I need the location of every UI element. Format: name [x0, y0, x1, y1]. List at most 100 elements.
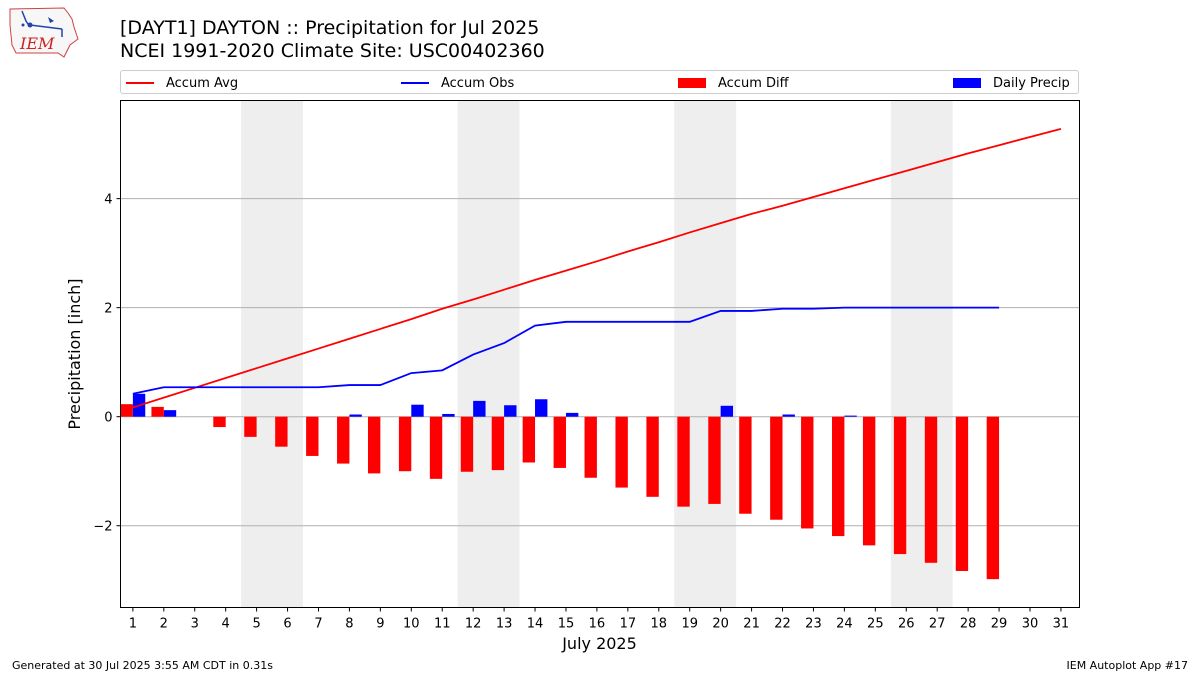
legend-item-daily-precip: Daily Precip	[953, 74, 1070, 92]
bar-daily-precip	[504, 405, 517, 417]
bar-accum-diff	[893, 416, 907, 555]
x-tick-label: 6	[283, 617, 291, 632]
bar-accum-diff	[151, 406, 164, 417]
x-tick-label: 30	[1022, 617, 1039, 632]
legend-swatch-accum-avg	[126, 82, 154, 84]
chart-subtitle: NCEI 1991-2020 Climate Site: USC00402360	[120, 40, 545, 62]
bar-accum-diff	[306, 416, 319, 456]
bar-accum-diff	[429, 416, 443, 479]
bar-daily-precip	[782, 414, 795, 417]
x-tick-label: 24	[836, 617, 853, 632]
x-tick-label: 15	[558, 617, 575, 632]
footer-generated: Generated at 30 Jul 2025 3:55 AM CDT in …	[12, 659, 273, 672]
legend-label-accum-avg: Accum Avg	[166, 75, 239, 91]
x-tick-label: 7	[314, 617, 322, 632]
bar-accum-diff	[801, 416, 814, 529]
x-tick-label: 11	[434, 617, 451, 632]
legend-swatch-accum-obs	[401, 82, 429, 84]
bar-daily-precip	[473, 400, 486, 417]
y-tick-label: 2	[104, 302, 112, 317]
x-tick-label: 19	[681, 617, 698, 632]
x-tick-label: 28	[960, 617, 977, 632]
x-tick-label: 14	[527, 617, 544, 632]
bar-accum-diff	[553, 416, 566, 468]
legend-item-accum-diff: Accum Diff	[678, 74, 789, 92]
bar-daily-precip	[535, 399, 548, 417]
bar-accum-diff	[244, 416, 257, 437]
x-tick-label: 1	[129, 617, 137, 632]
bar-daily-precip	[411, 404, 424, 417]
bar-accum-diff	[491, 416, 505, 471]
x-tick-label: 25	[867, 617, 884, 632]
bar-accum-diff	[398, 416, 412, 472]
bar-accum-diff	[275, 416, 288, 447]
bar-daily-precip	[349, 414, 362, 417]
bar-accum-diff	[770, 416, 783, 520]
x-tick-label: 23	[805, 617, 822, 632]
lines	[132, 127, 1062, 409]
bar-daily-precip	[565, 412, 579, 417]
bar-accum-diff	[615, 416, 628, 488]
bar-accum-diff	[522, 416, 536, 463]
x-tick-label: 9	[376, 617, 384, 632]
bars	[120, 393, 1000, 580]
y-tick-label: −2	[93, 520, 112, 535]
bar-accum-diff	[832, 416, 845, 537]
legend-item-accum-avg: Accum Avg	[126, 74, 238, 92]
x-tick-label: 27	[929, 617, 946, 632]
bar-accum-diff	[677, 416, 690, 507]
iem-logo: IEM	[9, 7, 79, 58]
x-tick-label: 5	[252, 617, 260, 632]
x-tick-label: 22	[774, 617, 791, 632]
bar-daily-precip	[720, 405, 734, 417]
bar-accum-diff	[337, 416, 350, 464]
y-axis-label: Precipitation [inch]	[65, 278, 84, 429]
y-tick-label: 4	[104, 193, 112, 208]
chart-title: [DAYT1] DAYTON :: Precipitation for Jul …	[120, 17, 540, 39]
bar-accum-diff	[120, 404, 133, 417]
legend: Accum Avg Accum Obs Accum Diff Daily Pre…	[120, 70, 1079, 94]
bar-daily-precip	[844, 415, 857, 417]
x-tick-label: 3	[191, 617, 199, 632]
x-tick-label: 10	[403, 617, 420, 632]
line-accum-avg	[132, 127, 1062, 409]
bar-accum-diff	[955, 416, 969, 571]
x-tick-label: 20	[712, 617, 729, 632]
weekend-band-3	[674, 100, 737, 608]
legend-label-accum-diff: Accum Diff	[718, 75, 789, 91]
bar-accum-diff	[584, 416, 597, 478]
x-tick-label: 26	[898, 617, 915, 632]
x-tick-label: 8	[345, 617, 353, 632]
x-tick-label: 18	[651, 617, 668, 632]
bar-accum-diff	[367, 416, 381, 474]
bar-accum-diff	[646, 416, 659, 497]
legend-label-accum-obs: Accum Obs	[441, 75, 515, 91]
bar-accum-diff	[708, 416, 721, 504]
x-tick-label: 21	[743, 617, 760, 632]
bar-accum-diff	[986, 416, 1000, 580]
legend-swatch-daily-precip	[953, 78, 981, 88]
weekend-band-2	[457, 100, 520, 608]
x-tick-label: 29	[991, 617, 1008, 632]
legend-swatch-accum-diff	[678, 78, 706, 88]
bar-accum-diff	[924, 416, 938, 563]
legend-label-daily-precip: Daily Precip	[993, 75, 1070, 91]
bar-accum-diff	[213, 416, 226, 428]
weekend-band-1	[241, 100, 304, 608]
bar-accum-diff	[460, 416, 474, 472]
x-tick-label: 13	[496, 617, 513, 632]
bar-daily-precip	[163, 410, 177, 417]
x-tick-label: 16	[589, 617, 606, 632]
x-tick-label: 31	[1053, 617, 1070, 632]
bar-accum-diff	[739, 416, 752, 514]
line-accum-obs	[132, 306, 1000, 395]
x-tick-label: 12	[465, 617, 482, 632]
bar-daily-precip	[442, 413, 455, 417]
logo-text: IEM	[19, 34, 55, 53]
x-axis-label: July 2025	[561, 634, 637, 653]
bar-accum-diff	[862, 416, 876, 546]
plot-frame	[120, 100, 1080, 608]
weekend-shading	[241, 100, 953, 608]
